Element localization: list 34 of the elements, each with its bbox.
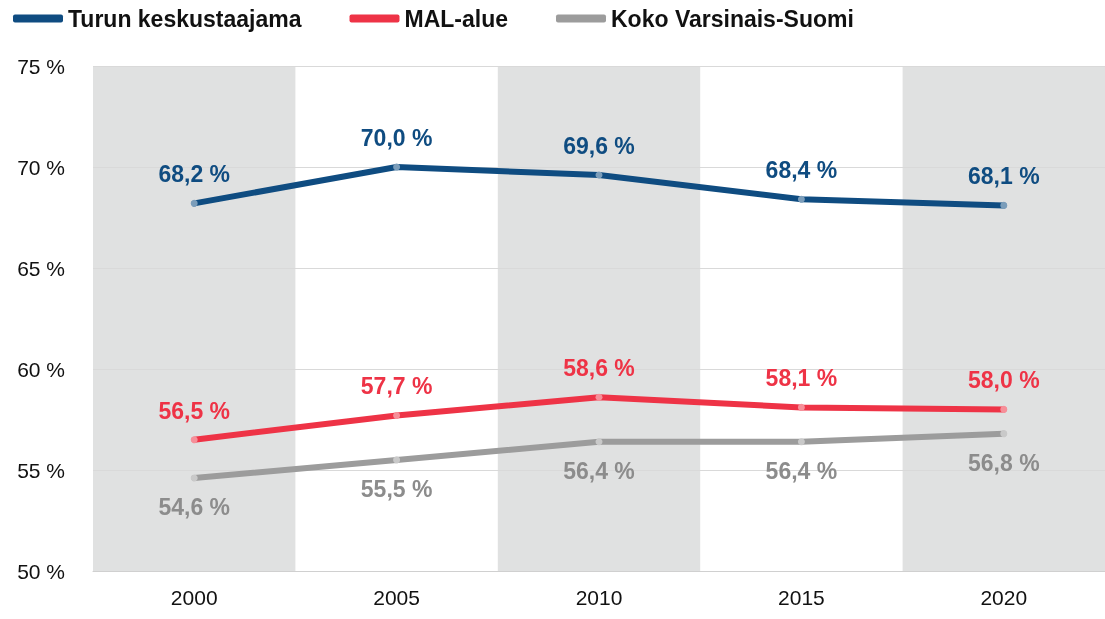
y-tick-label: 75 % — [17, 54, 65, 78]
y-tick-label: 50 % — [17, 559, 65, 583]
data-label: 58,0 % — [968, 367, 1040, 394]
point — [1000, 430, 1008, 438]
point — [393, 456, 401, 464]
data-label: 70,0 % — [360, 125, 433, 151]
data-label: 56,8 % — [968, 449, 1040, 476]
data-label: 58,1 % — [765, 365, 838, 392]
data-label: 56,4 % — [765, 457, 838, 484]
data-label: 56,5 % — [158, 397, 230, 424]
x-tick-label: 2000 — [170, 586, 218, 609]
x-tick-label: 2010 — [575, 586, 623, 609]
legend-label: Turun keskustaajama — [68, 5, 302, 32]
point — [190, 474, 198, 482]
x-tick-label: 2005 — [373, 586, 420, 609]
legend-label: Koko Varsinais-Suomi — [611, 5, 854, 32]
data-label: 56,4 % — [563, 457, 635, 484]
data-label: 58,6 % — [563, 355, 635, 382]
x-tick-label: 2015 — [778, 586, 825, 609]
y-tick-label: 55 % — [17, 458, 65, 482]
data-label: 69,6 % — [563, 133, 635, 160]
data-label: 57,7 % — [360, 373, 433, 400]
data-label: 68,1 % — [968, 163, 1040, 190]
data-label: 68,4 % — [765, 157, 838, 184]
y-tick-label: 60 % — [17, 357, 65, 381]
data-label: 55,5 % — [360, 475, 433, 502]
point — [595, 438, 603, 446]
data-label: 54,6 % — [158, 494, 230, 521]
x-tick-label: 2020 — [980, 586, 1028, 609]
legend-label: MAL-alue — [404, 5, 508, 32]
y-tick-label: 65 % — [17, 256, 65, 280]
y-tick-label: 70 % — [17, 155, 65, 179]
data-label: 68,2 % — [158, 161, 230, 188]
point — [797, 438, 805, 446]
